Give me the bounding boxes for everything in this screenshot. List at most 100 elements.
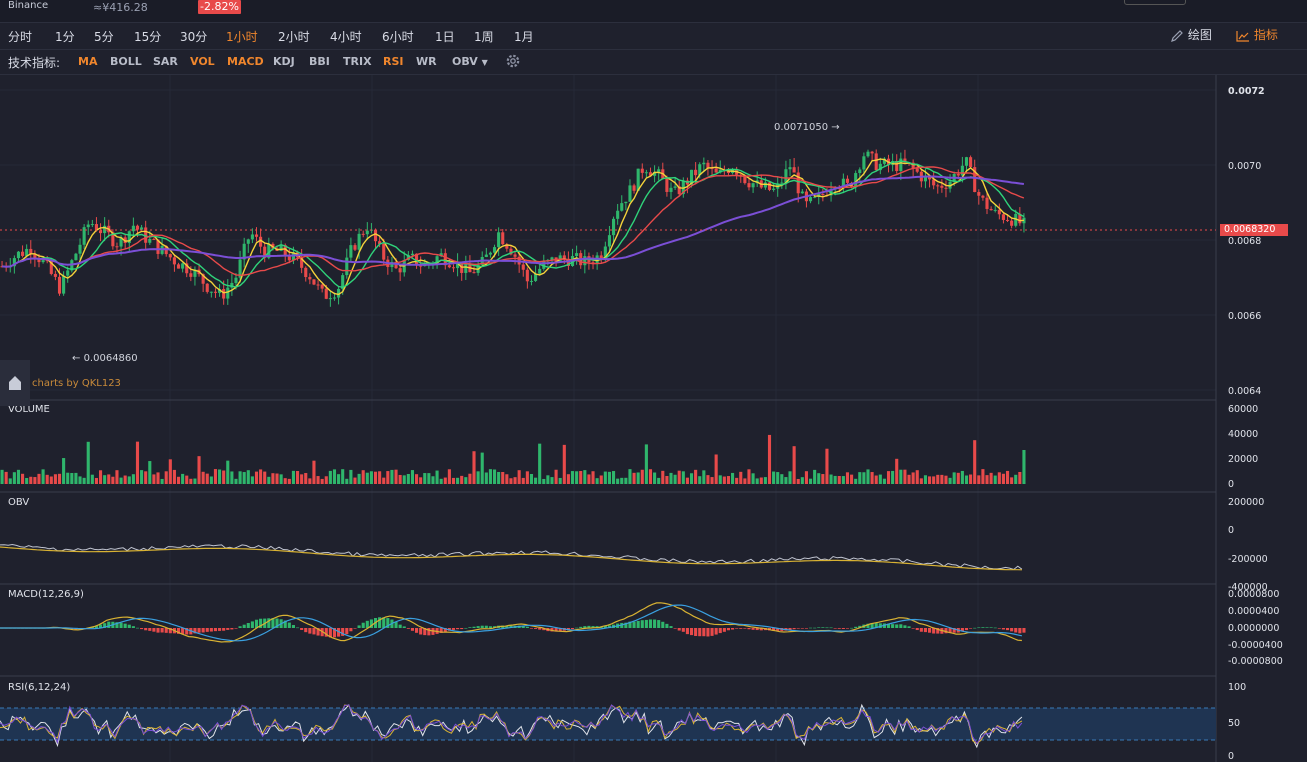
volume-bar bbox=[382, 477, 386, 484]
timeframe-tab[interactable]: 1周 bbox=[474, 30, 494, 44]
volume-bar bbox=[554, 469, 558, 484]
timeframe-tab[interactable]: 1分 bbox=[55, 30, 75, 44]
macd-hist-bar bbox=[1005, 628, 1010, 631]
volume-bar bbox=[337, 474, 341, 484]
volume-bar bbox=[484, 472, 488, 484]
indicator-boll[interactable]: BOLL bbox=[110, 55, 142, 68]
volume-bar bbox=[308, 478, 312, 484]
candle bbox=[874, 153, 878, 171]
indicator-obv-dropdown[interactable]: OBV ▼ bbox=[452, 55, 488, 68]
timeframe-tab[interactable]: 1日 bbox=[435, 30, 455, 44]
candle bbox=[140, 227, 144, 230]
candle bbox=[127, 231, 131, 244]
candle bbox=[246, 239, 250, 244]
volume-bar bbox=[817, 473, 821, 484]
volume-bar bbox=[156, 472, 160, 484]
obv-lines bbox=[0, 543, 1023, 571]
macd-hist-bar bbox=[419, 628, 423, 635]
indicator-rsi[interactable]: RSI bbox=[383, 55, 404, 68]
candle bbox=[254, 234, 259, 237]
macd-hist-bar bbox=[534, 628, 538, 629]
macd-hist-bar bbox=[378, 617, 382, 628]
top-right-control[interactable] bbox=[1124, 0, 1186, 5]
candle bbox=[361, 233, 365, 235]
volume-bar bbox=[903, 469, 907, 484]
macd-hist-bar bbox=[168, 628, 172, 634]
chart-area[interactable]: 0.0071050 → ← 0.0064860 0.0072 0.0070 0.… bbox=[0, 75, 1307, 762]
timeframe-tab[interactable]: 1月 bbox=[514, 30, 534, 44]
volume-bar bbox=[238, 471, 242, 484]
candle bbox=[135, 225, 140, 230]
candle bbox=[784, 169, 788, 183]
logo-tab[interactable] bbox=[0, 360, 30, 406]
candle bbox=[993, 209, 997, 211]
candle bbox=[447, 265, 451, 268]
timeframe-tab[interactable]: 4小时 bbox=[330, 30, 362, 44]
volume-bar bbox=[997, 472, 1001, 484]
timeframe-tab-active[interactable]: 1小时 bbox=[226, 30, 258, 44]
candle bbox=[583, 256, 587, 266]
candle bbox=[932, 179, 936, 186]
macd-hist-bar bbox=[739, 628, 743, 629]
volume-bar bbox=[726, 476, 731, 484]
candle bbox=[439, 253, 443, 257]
macd-hist-bar bbox=[800, 628, 804, 629]
indicator-trix[interactable]: TRIX bbox=[343, 55, 372, 68]
indicator-bbi[interactable]: BBI bbox=[309, 55, 330, 68]
timeframe-tab[interactable]: 15分 bbox=[134, 30, 162, 44]
candle bbox=[172, 257, 176, 265]
candle bbox=[16, 251, 21, 259]
macd-hist-bar bbox=[726, 628, 731, 631]
macd-lines bbox=[0, 602, 1026, 643]
indicator-sar[interactable]: SAR bbox=[153, 55, 178, 68]
candle bbox=[841, 178, 845, 189]
candle bbox=[808, 197, 813, 202]
volume-bar bbox=[509, 478, 513, 484]
volume-bar bbox=[98, 470, 103, 484]
macd-hist-bar bbox=[135, 627, 140, 629]
obv-label: OBV bbox=[452, 55, 478, 68]
candle bbox=[267, 243, 271, 258]
candle bbox=[419, 265, 423, 267]
volume-bar bbox=[398, 474, 402, 484]
candle bbox=[324, 288, 328, 299]
volume-bar bbox=[862, 472, 866, 484]
indicator-ma[interactable]: MA bbox=[78, 55, 98, 68]
macd-hist-bar bbox=[895, 624, 899, 628]
gear-icon[interactable] bbox=[505, 53, 521, 69]
macd-hist-bar bbox=[119, 622, 123, 628]
volume-bar bbox=[825, 448, 829, 484]
indicator-vol[interactable]: VOL bbox=[190, 55, 215, 68]
draw-button[interactable]: 绘图 bbox=[1170, 26, 1212, 43]
macd-hist-bar bbox=[772, 628, 776, 631]
candle bbox=[915, 168, 919, 172]
macd-hist-bar bbox=[250, 621, 254, 628]
indicator-macd[interactable]: MACD bbox=[227, 55, 264, 68]
candle bbox=[451, 267, 456, 269]
price-display: ≈¥416.28 bbox=[93, 1, 148, 14]
candle bbox=[747, 183, 751, 188]
candle bbox=[903, 158, 907, 163]
volume-bar bbox=[390, 469, 394, 484]
macd-hist-bar bbox=[131, 626, 135, 628]
candle bbox=[895, 161, 899, 172]
macd-hist-bar bbox=[209, 628, 213, 632]
volume-bar bbox=[669, 472, 673, 484]
timeframe-tab[interactable]: 30分 bbox=[180, 30, 208, 44]
volume-bar bbox=[587, 474, 591, 484]
indicator-wr[interactable]: WR bbox=[416, 55, 437, 68]
macd-hist-bar bbox=[222, 628, 226, 631]
volume-bar bbox=[427, 473, 431, 484]
volume-bar bbox=[640, 469, 644, 484]
indicator-kdj[interactable]: KDJ bbox=[273, 55, 295, 68]
timeframe-tab[interactable]: 2小时 bbox=[278, 30, 310, 44]
volume-bar bbox=[111, 476, 115, 484]
timeframe-tab[interactable]: 6小时 bbox=[382, 30, 414, 44]
candle bbox=[928, 175, 932, 180]
timeframe-tab[interactable]: 分时 bbox=[8, 30, 33, 44]
macd-hist-bar bbox=[267, 618, 271, 628]
macd-hist-bar bbox=[406, 628, 410, 629]
timeframe-tab[interactable]: 5分 bbox=[94, 30, 114, 44]
indicator-button[interactable]: 指标 bbox=[1236, 26, 1278, 43]
candle bbox=[1022, 217, 1026, 224]
